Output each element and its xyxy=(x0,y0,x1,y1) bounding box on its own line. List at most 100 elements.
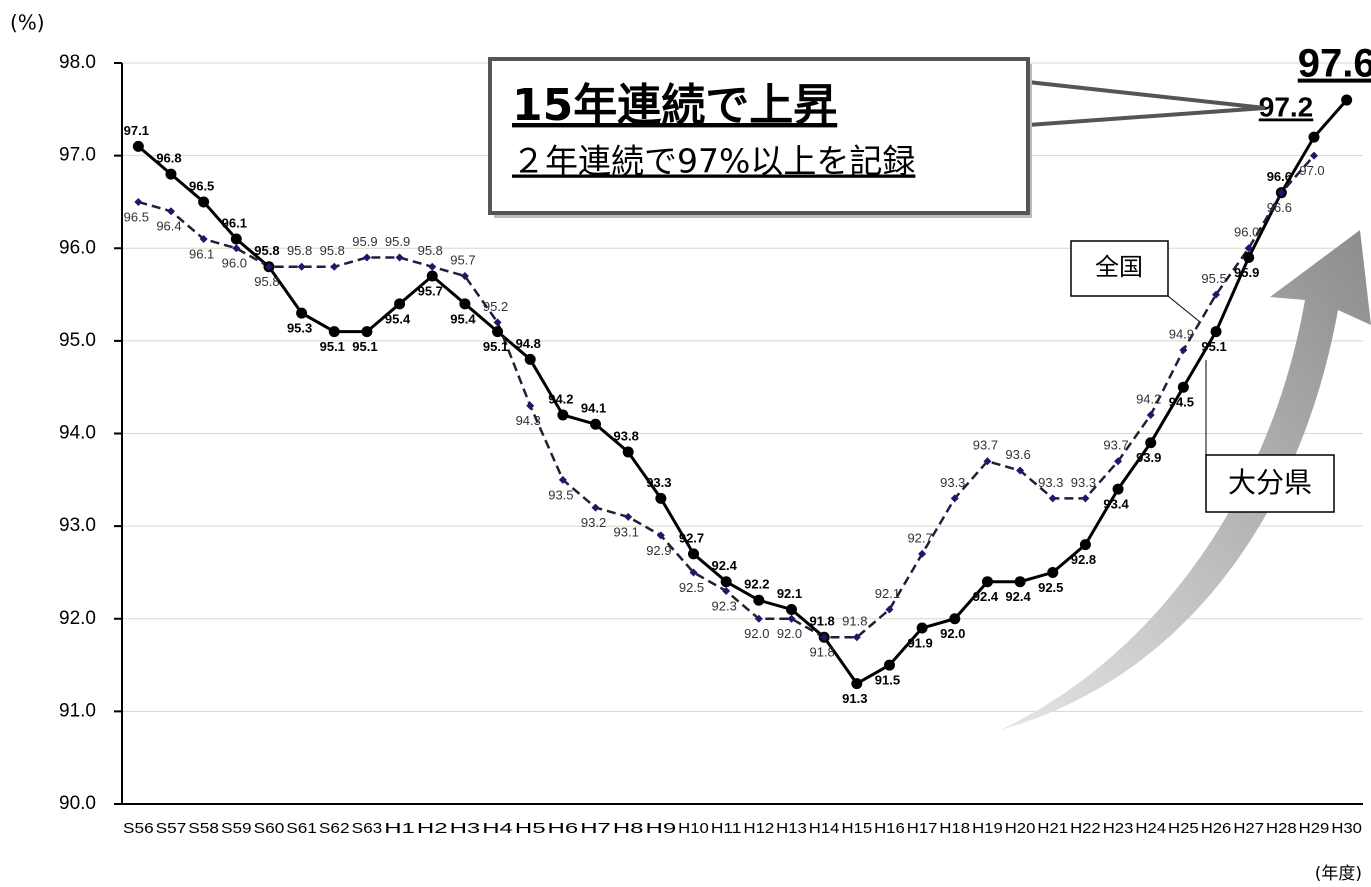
x-tick-label: H8 xyxy=(613,820,644,837)
value-label: 92.9 xyxy=(646,543,671,558)
value-label: 92.7 xyxy=(679,530,704,545)
marker xyxy=(363,254,371,262)
value-label: 91.5 xyxy=(875,673,900,688)
marker xyxy=(949,613,960,624)
value-label: 91.8 xyxy=(809,614,834,629)
value-label: 96.6 xyxy=(1267,200,1292,215)
callout-pointer xyxy=(1028,82,1265,125)
y-tick-label: 98.0 xyxy=(59,52,96,73)
value-label: 96.1 xyxy=(222,215,247,230)
value-label: 94.2 xyxy=(1136,391,1161,406)
x-tick-label: H18 xyxy=(939,820,970,837)
x-tick-label: H21 xyxy=(1037,820,1068,837)
value-label: 95.9 xyxy=(352,234,377,249)
value-label: 92.8 xyxy=(1071,552,1096,567)
marker xyxy=(492,326,503,337)
value-label: 93.4 xyxy=(1103,497,1129,512)
value-label: 95.1 xyxy=(1201,339,1226,354)
marker xyxy=(165,169,176,180)
marker xyxy=(525,354,536,365)
marker xyxy=(298,263,306,271)
marker xyxy=(526,402,534,410)
value-label: 97.0 xyxy=(1299,163,1324,178)
legend-label: 大分県 xyxy=(1228,466,1312,499)
value-label: 95.1 xyxy=(483,339,508,354)
marker xyxy=(917,623,928,634)
legend-label: 全国 xyxy=(1095,253,1143,281)
y-tick-label: 90.0 xyxy=(59,793,96,814)
y-tick-label: 97.0 xyxy=(59,145,96,166)
marker xyxy=(590,419,601,430)
x-tick-label: H16 xyxy=(874,820,905,837)
x-tick-label: H9 xyxy=(646,820,677,837)
value-label: 93.3 xyxy=(646,475,671,490)
value-label: 93.6 xyxy=(1005,447,1030,462)
marker xyxy=(329,326,340,337)
value-label: 95.8 xyxy=(254,274,279,289)
value-label: 96.5 xyxy=(124,209,149,224)
x-tick-label: H12 xyxy=(744,820,775,837)
marker xyxy=(1049,494,1057,502)
marker xyxy=(428,263,436,271)
value-label: 94.3 xyxy=(516,413,541,428)
marker xyxy=(198,196,209,207)
marker xyxy=(1211,326,1222,337)
x-tick-label: S62 xyxy=(319,820,350,837)
value-label: 95.1 xyxy=(320,339,345,354)
value-label: 97.1 xyxy=(124,123,149,138)
value-label: 94.8 xyxy=(516,336,541,351)
marker xyxy=(1310,152,1318,160)
legend-leader xyxy=(1168,296,1200,322)
x-unit: (年度) xyxy=(1315,864,1362,884)
marker xyxy=(1178,382,1189,393)
marker xyxy=(330,263,338,271)
x-tick-label: H13 xyxy=(776,820,807,837)
marker xyxy=(557,409,568,420)
y-unit: (%) xyxy=(10,11,45,35)
x-tick-label: H5 xyxy=(515,820,546,837)
y-tick-label: 92.0 xyxy=(59,608,96,629)
x-tick-label: H11 xyxy=(711,820,742,837)
x-tick-label: H19 xyxy=(972,820,1003,837)
value-label: 92.1 xyxy=(777,586,802,601)
marker xyxy=(1081,494,1089,502)
value-label: 95.8 xyxy=(320,243,345,258)
value-label: 93.5 xyxy=(548,487,573,502)
callout-subtitle: ２年連続で97%以上を記録 xyxy=(512,142,915,181)
x-tick-label: H26 xyxy=(1201,820,1232,837)
y-tick-label: 93.0 xyxy=(59,515,96,536)
x-tick-label: S57 xyxy=(156,820,187,837)
y-tick-label: 95.0 xyxy=(59,330,96,351)
value-label: 95.8 xyxy=(287,243,312,258)
marker xyxy=(982,576,993,587)
marker xyxy=(1145,437,1156,448)
marker xyxy=(134,198,142,206)
value-label: 93.2 xyxy=(581,515,606,530)
value-label: 92.4 xyxy=(712,558,738,573)
value-label: 93.7 xyxy=(973,438,998,453)
x-tick-label: S56 xyxy=(123,820,154,837)
x-tick-label: S61 xyxy=(286,820,317,837)
value-label: 94.1 xyxy=(581,401,606,416)
value-label: 92.5 xyxy=(679,580,704,595)
x-tick-label: H28 xyxy=(1266,820,1297,837)
y-tick-label: 96.0 xyxy=(59,237,96,258)
value-label: 94.9 xyxy=(1169,327,1194,342)
value-label: 93.3 xyxy=(1071,475,1096,490)
marker xyxy=(427,271,438,282)
x-tick-label: S60 xyxy=(254,820,285,837)
value-label: 91.8 xyxy=(809,645,834,660)
value-label: 93.3 xyxy=(940,475,965,490)
x-tick-label: H30 xyxy=(1331,820,1362,837)
value-label: 96.8 xyxy=(156,151,181,166)
marker xyxy=(396,254,404,262)
x-tick-label: H24 xyxy=(1135,820,1166,837)
x-tick-label: H7 xyxy=(580,820,611,837)
value-label: 96.6 xyxy=(1267,169,1292,184)
x-tick-label: H15 xyxy=(841,820,872,837)
x-tick-label: H14 xyxy=(809,820,840,837)
x-tick-label: H4 xyxy=(482,820,513,837)
value-label: 94.5 xyxy=(1169,395,1194,410)
marker xyxy=(721,576,732,587)
value-label: 91.3 xyxy=(842,691,867,706)
